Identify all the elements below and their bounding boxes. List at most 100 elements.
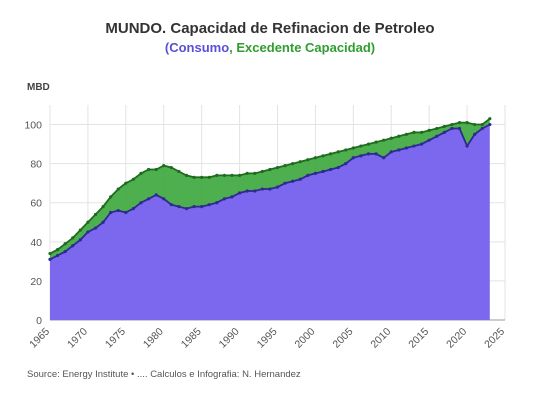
consumo-point	[291, 179, 295, 183]
x-tick-label: 1975	[103, 326, 128, 351]
consumo-point	[298, 177, 302, 181]
x-tick-label: 1995	[255, 326, 280, 351]
x-tick-label: 1965	[27, 326, 52, 351]
consumo-point	[93, 226, 98, 230]
capacidad-point	[488, 117, 492, 121]
subtitle-consumo: Consumo	[169, 40, 230, 55]
consumo-point	[55, 253, 60, 258]
consumo-point	[382, 156, 386, 160]
consumo-point	[450, 126, 454, 131]
capacidad-point	[336, 150, 340, 154]
capacidad-point	[404, 132, 409, 136]
capacidad-point	[473, 122, 477, 127]
consumo-point	[63, 249, 67, 254]
capacidad-point	[321, 154, 325, 158]
consumo-point	[457, 126, 462, 131]
capacidad-point	[101, 205, 105, 209]
subtitle-excedente: Excedente Capacidad	[236, 40, 371, 55]
consumo-point	[139, 201, 143, 205]
capacidad-point	[237, 173, 242, 177]
x-tick-label: 1980	[141, 326, 166, 351]
consumo-point	[359, 154, 363, 158]
capacidad-point	[419, 130, 424, 134]
consumo-point	[374, 152, 378, 156]
y-axis-unit-label: MBD	[27, 82, 50, 93]
capacidad-point	[306, 158, 310, 162]
capacidad-point	[450, 122, 454, 127]
x-tick-label: 2020	[444, 326, 469, 351]
y-tick-label: 20	[30, 276, 42, 288]
consumo-point	[442, 130, 446, 134]
capacidad-point	[275, 165, 280, 170]
capacidad-point	[268, 167, 272, 172]
capacidad-point	[177, 169, 181, 174]
y-tick-label: 100	[24, 120, 42, 132]
consumo-point	[465, 144, 469, 148]
capacidad-point	[200, 175, 204, 179]
capacidad-point	[442, 124, 446, 129]
consumo-point	[268, 187, 272, 191]
consumo-point	[412, 144, 416, 148]
capacidad-point	[435, 126, 439, 131]
consumo-point	[404, 146, 409, 150]
consumo-point	[435, 134, 439, 138]
consumo-point	[222, 197, 227, 201]
capacidad-point	[162, 163, 166, 168]
capacidad-point	[215, 173, 219, 177]
consumo-point	[154, 193, 158, 197]
source-note: Source: Energy Institute • .... Calculos…	[27, 369, 301, 380]
consumo-point	[366, 152, 371, 156]
consumo-point	[473, 132, 477, 136]
x-tick-label: 1985	[179, 326, 204, 351]
consumo-point	[283, 181, 287, 185]
capacidad-point	[184, 173, 189, 177]
y-tick-label: 40	[30, 237, 42, 249]
consumo-point	[71, 244, 75, 248]
consumo-point	[245, 189, 249, 193]
x-tick-label: 1970	[65, 326, 90, 351]
consumo-point	[237, 191, 242, 195]
capacidad-point	[328, 152, 333, 156]
capacidad-point	[222, 173, 227, 177]
consumo-point	[200, 205, 204, 209]
x-tick-label: 2010	[368, 326, 393, 351]
capacidad-point	[48, 251, 52, 256]
capacidad-point	[389, 136, 393, 140]
capacidad-point	[245, 171, 249, 176]
subtitle-open-paren: (	[164, 40, 170, 55]
capacidad-point	[366, 142, 371, 146]
consumo-point	[169, 203, 173, 207]
capacidad-point	[298, 160, 302, 164]
capacidad-point	[93, 212, 98, 217]
consumo-point	[344, 162, 348, 166]
capacidad-point	[230, 173, 234, 177]
consumo-point	[184, 206, 189, 211]
area-layer	[50, 118, 490, 320]
capacidad-point	[397, 134, 401, 138]
consumo-point	[321, 169, 325, 174]
capacidad-point	[412, 130, 416, 134]
consumo-point	[419, 142, 424, 146]
x-tick-label: 2015	[406, 326, 431, 351]
line-layer	[48, 117, 492, 262]
consumo-point	[207, 203, 211, 207]
excedente-area	[50, 118, 490, 260]
y-tick-label: 0	[36, 315, 42, 327]
capacidad-point	[78, 228, 82, 232]
capacidad-point	[351, 146, 355, 150]
x-tick-label: 1990	[217, 326, 242, 351]
consumo-point	[397, 148, 401, 152]
capacidad-point	[146, 167, 151, 172]
consumo-point	[48, 257, 52, 262]
capacidad-point	[480, 122, 484, 127]
consumo-point	[101, 220, 105, 224]
consumo-point	[260, 187, 264, 191]
x-tick-label: 2025	[482, 326, 507, 351]
x-tick-label: 2005	[330, 326, 355, 351]
capacidad-point	[207, 175, 211, 179]
consumo-point	[162, 197, 166, 201]
consumo-point	[131, 206, 136, 211]
capacidad-point	[260, 169, 264, 174]
consumo-point	[488, 122, 492, 127]
